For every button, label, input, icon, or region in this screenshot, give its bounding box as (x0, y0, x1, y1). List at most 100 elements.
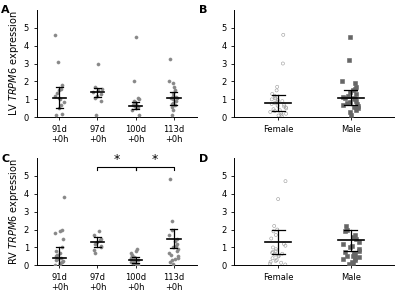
Point (351, 252, 358, 256)
Point (128, 256, 134, 261)
Point (168, 227, 175, 232)
Point (356, 255, 362, 260)
Point (350, 95, 357, 100)
Point (347, 110, 353, 114)
Point (58, 256, 64, 261)
Point (166, 251, 172, 255)
Point (272, 252, 278, 257)
Point (92, 84, 98, 89)
Point (132, 101, 139, 106)
Point (279, 252, 286, 256)
Point (342, 96, 348, 101)
Point (274, 103, 281, 108)
Point (274, 84, 280, 89)
Point (174, 241, 180, 246)
Text: A: A (1, 5, 10, 15)
Point (356, 249, 362, 253)
Point (58, 102, 65, 107)
Point (170, 81, 176, 86)
Point (168, 112, 175, 117)
Point (169, 105, 176, 110)
Point (128, 251, 134, 255)
Point (268, 236, 274, 241)
Point (136, 113, 142, 118)
Point (133, 249, 139, 253)
Point (55, 59, 62, 64)
Point (131, 79, 137, 84)
Point (267, 110, 274, 114)
Point (90, 90, 96, 94)
Point (98, 243, 104, 248)
Point (135, 105, 141, 110)
Point (129, 260, 136, 265)
Point (275, 197, 281, 201)
Point (280, 61, 286, 66)
Point (283, 111, 289, 116)
Text: B: B (199, 5, 208, 15)
Point (135, 258, 142, 263)
Point (342, 250, 348, 254)
Point (170, 97, 176, 102)
Point (60, 195, 67, 200)
Point (352, 256, 358, 261)
Point (131, 255, 138, 260)
Point (268, 260, 274, 264)
Point (170, 100, 176, 105)
Point (349, 243, 356, 248)
Point (350, 251, 357, 255)
Point (343, 224, 350, 228)
Point (129, 108, 136, 113)
Point (170, 91, 176, 95)
Point (274, 100, 281, 104)
Point (59, 83, 65, 87)
Point (344, 100, 350, 105)
Point (129, 252, 136, 257)
Point (274, 88, 280, 93)
Point (98, 236, 104, 241)
Point (132, 103, 138, 108)
Point (96, 229, 102, 234)
Point (170, 261, 176, 266)
Point (172, 88, 178, 93)
Point (57, 260, 64, 265)
Point (280, 32, 286, 37)
Point (347, 34, 353, 39)
Point (283, 105, 289, 110)
Point (166, 232, 172, 237)
Point (174, 247, 181, 252)
Point (272, 93, 278, 98)
Point (272, 259, 279, 263)
Point (267, 261, 273, 266)
Point (272, 100, 278, 105)
Point (52, 262, 58, 267)
Point (282, 243, 289, 248)
Point (283, 106, 290, 111)
Point (57, 251, 63, 255)
Point (278, 112, 285, 117)
Point (128, 260, 134, 264)
Point (272, 95, 278, 100)
Point (172, 99, 179, 103)
Point (276, 253, 282, 258)
Point (168, 95, 174, 100)
Point (128, 257, 135, 262)
Point (98, 99, 104, 103)
Point (353, 236, 360, 241)
Text: C: C (1, 153, 10, 164)
Point (134, 247, 140, 252)
Point (56, 95, 63, 100)
Point (354, 106, 361, 111)
Point (353, 104, 359, 109)
Point (276, 108, 283, 113)
Point (353, 84, 360, 89)
Point (59, 245, 65, 250)
Point (135, 95, 141, 100)
Point (59, 111, 65, 116)
Point (58, 86, 64, 91)
Point (274, 258, 280, 263)
Point (174, 236, 180, 241)
Point (278, 111, 284, 115)
Point (174, 256, 181, 261)
Point (270, 245, 276, 250)
Point (346, 245, 353, 250)
